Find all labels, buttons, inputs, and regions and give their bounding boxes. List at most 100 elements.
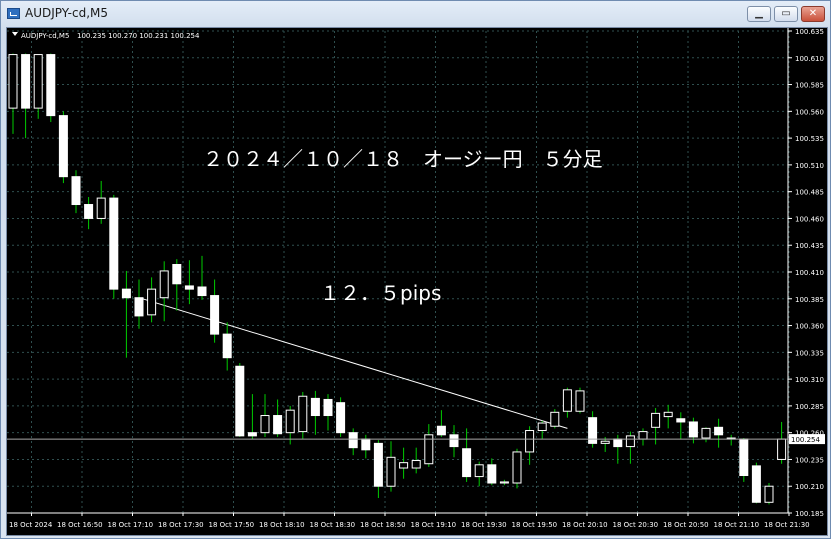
candle-body-bear bbox=[71, 176, 81, 206]
x-tick-label: 18 Oct 19:50 bbox=[512, 521, 558, 529]
candle-body-bull bbox=[411, 460, 421, 469]
y-tick-label: 100.410 bbox=[795, 269, 824, 277]
candle-body-bear bbox=[323, 398, 333, 417]
y-tick-label: 100.560 bbox=[795, 108, 824, 116]
candle-body-bull bbox=[512, 451, 522, 484]
y-tick-label: 100.510 bbox=[795, 162, 824, 170]
candle-body-bear bbox=[184, 285, 194, 290]
candle-body-bull bbox=[33, 54, 43, 109]
candle-body-bull bbox=[8, 54, 18, 109]
y-tick-label: 100.235 bbox=[795, 456, 824, 464]
candle-body-bear bbox=[21, 54, 31, 109]
candle-body-bear bbox=[588, 417, 598, 444]
price-chart[interactable]: 100.635 100.610 100.585 100.560 100.535 100.5… bbox=[7, 28, 827, 535]
x-tick-label: 18 Oct 17:50 bbox=[209, 521, 255, 529]
x-tick-label: 18 Oct 20:50 bbox=[663, 521, 709, 529]
candles bbox=[8, 53, 787, 505]
x-tick-label: 18 Oct 18:30 bbox=[310, 521, 356, 529]
candle-body-bull bbox=[764, 485, 774, 503]
y-tick-label: 100.435 bbox=[795, 242, 824, 250]
candle-body-bear bbox=[348, 432, 358, 449]
candle-body-bull bbox=[499, 481, 509, 484]
current-price-badge bbox=[789, 434, 825, 445]
candle-body-bull bbox=[285, 409, 295, 434]
y-tick-label: 100.460 bbox=[795, 215, 824, 223]
chart-area[interactable]: 100.635 100.610 100.585 100.560 100.535 100.5… bbox=[6, 27, 828, 536]
symbol-label: AUDJPY-cd,M5 bbox=[21, 32, 69, 40]
current-price-label: 100.254 bbox=[791, 436, 820, 444]
candle-body-bull bbox=[638, 431, 648, 440]
candle-body-bull bbox=[298, 395, 308, 433]
candle-body-bear bbox=[462, 448, 472, 478]
candle-body-bear bbox=[714, 426, 724, 436]
y-tick-label: 100.610 bbox=[795, 55, 824, 63]
candle-body-bear bbox=[235, 365, 245, 437]
x-tick-label: 18 Oct 16:50 bbox=[57, 521, 103, 529]
candle-body-bear bbox=[751, 465, 761, 503]
x-tick-label: 18 Oct 17:30 bbox=[158, 521, 204, 529]
y-tick-label: 100.285 bbox=[795, 403, 824, 411]
x-tick-label: 18 Oct 18:10 bbox=[259, 521, 305, 529]
x-tick-label: 18 Oct 21:10 bbox=[714, 521, 760, 529]
candle-body-bear bbox=[197, 286, 207, 297]
y-tick-label: 100.485 bbox=[795, 189, 824, 197]
candle-body-bull bbox=[575, 390, 585, 412]
x-tick-label: 18 Oct 2024 bbox=[9, 521, 53, 529]
candle-body-bear bbox=[273, 415, 283, 435]
title-bar[interactable]: AUDJPY-cd,M5 ▁ ▭ ✕ bbox=[1, 1, 830, 27]
candle-body-bear bbox=[46, 54, 56, 117]
candle-body-bull bbox=[777, 438, 787, 460]
candle-body-bull bbox=[386, 456, 396, 487]
grid bbox=[7, 30, 790, 514]
candle-body-bear bbox=[210, 295, 220, 335]
chart-window-icon bbox=[7, 8, 20, 19]
annotation-title[interactable]: ２０２４／１０／１８ オージー円 ５分足 bbox=[203, 147, 603, 171]
candle-body-bear bbox=[134, 297, 144, 317]
y-tick-label: 100.385 bbox=[795, 296, 824, 304]
candle-body-bear bbox=[361, 438, 371, 451]
x-tick-label: 18 Oct 20:10 bbox=[562, 521, 608, 529]
candle-body-bull bbox=[537, 422, 547, 432]
candle-body-bull bbox=[474, 464, 484, 478]
minimize-button[interactable]: ▁ bbox=[747, 6, 771, 22]
close-button[interactable]: ✕ bbox=[801, 6, 825, 22]
candle-body-bear bbox=[84, 204, 94, 219]
candle-body-bear bbox=[109, 197, 119, 290]
candle-body-bull bbox=[562, 389, 572, 412]
window-title: AUDJPY-cd,M5 bbox=[25, 6, 108, 20]
candle-body-bull bbox=[159, 270, 169, 299]
candle-body-bear bbox=[58, 115, 68, 178]
annotation-pips[interactable]: １２．５pips bbox=[320, 281, 441, 305]
candle-body-bear bbox=[247, 432, 257, 437]
symbol-dropdown-icon[interactable] bbox=[12, 32, 18, 36]
y-tick-label: 100.185 bbox=[795, 510, 824, 518]
candle-body-bear bbox=[739, 438, 749, 477]
candle-body-bull bbox=[600, 440, 610, 444]
y-tick-label: 100.360 bbox=[795, 323, 824, 331]
candle-body-bull bbox=[96, 197, 106, 219]
y-tick-label: 100.310 bbox=[795, 376, 824, 384]
candle-body-bear bbox=[222, 333, 232, 359]
candle-body-bull bbox=[260, 415, 270, 434]
candle-body-bear bbox=[172, 264, 182, 285]
candle-body-bear bbox=[121, 288, 131, 299]
x-tick-label: 18 Oct 19:10 bbox=[411, 521, 457, 529]
y-tick-label: 100.585 bbox=[795, 82, 824, 90]
candle-body-bull bbox=[147, 288, 157, 316]
candle-body-bear bbox=[449, 434, 459, 448]
x-tick-label: 18 Oct 17:10 bbox=[108, 521, 154, 529]
axes: 100.635 100.610 100.585 100.560 100.535 100.5… bbox=[7, 28, 825, 529]
trendline bbox=[138, 297, 568, 429]
x-tick-label: 18 Oct 18:50 bbox=[360, 521, 406, 529]
restore-button[interactable]: ▭ bbox=[774, 6, 798, 22]
candle-body-bull bbox=[651, 412, 661, 428]
candle-body-bull bbox=[663, 411, 673, 418]
candle-body-bear bbox=[310, 397, 320, 417]
candle-body-bull bbox=[525, 430, 535, 453]
candle-body-bull bbox=[550, 411, 560, 427]
candle-body-bull bbox=[424, 434, 434, 465]
candle-body-bull bbox=[625, 435, 635, 448]
x-tick-label: 18 Oct 21:30 bbox=[764, 521, 810, 529]
x-tick-label: 18 Oct 20:30 bbox=[613, 521, 659, 529]
y-tick-label: 100.335 bbox=[795, 349, 824, 357]
